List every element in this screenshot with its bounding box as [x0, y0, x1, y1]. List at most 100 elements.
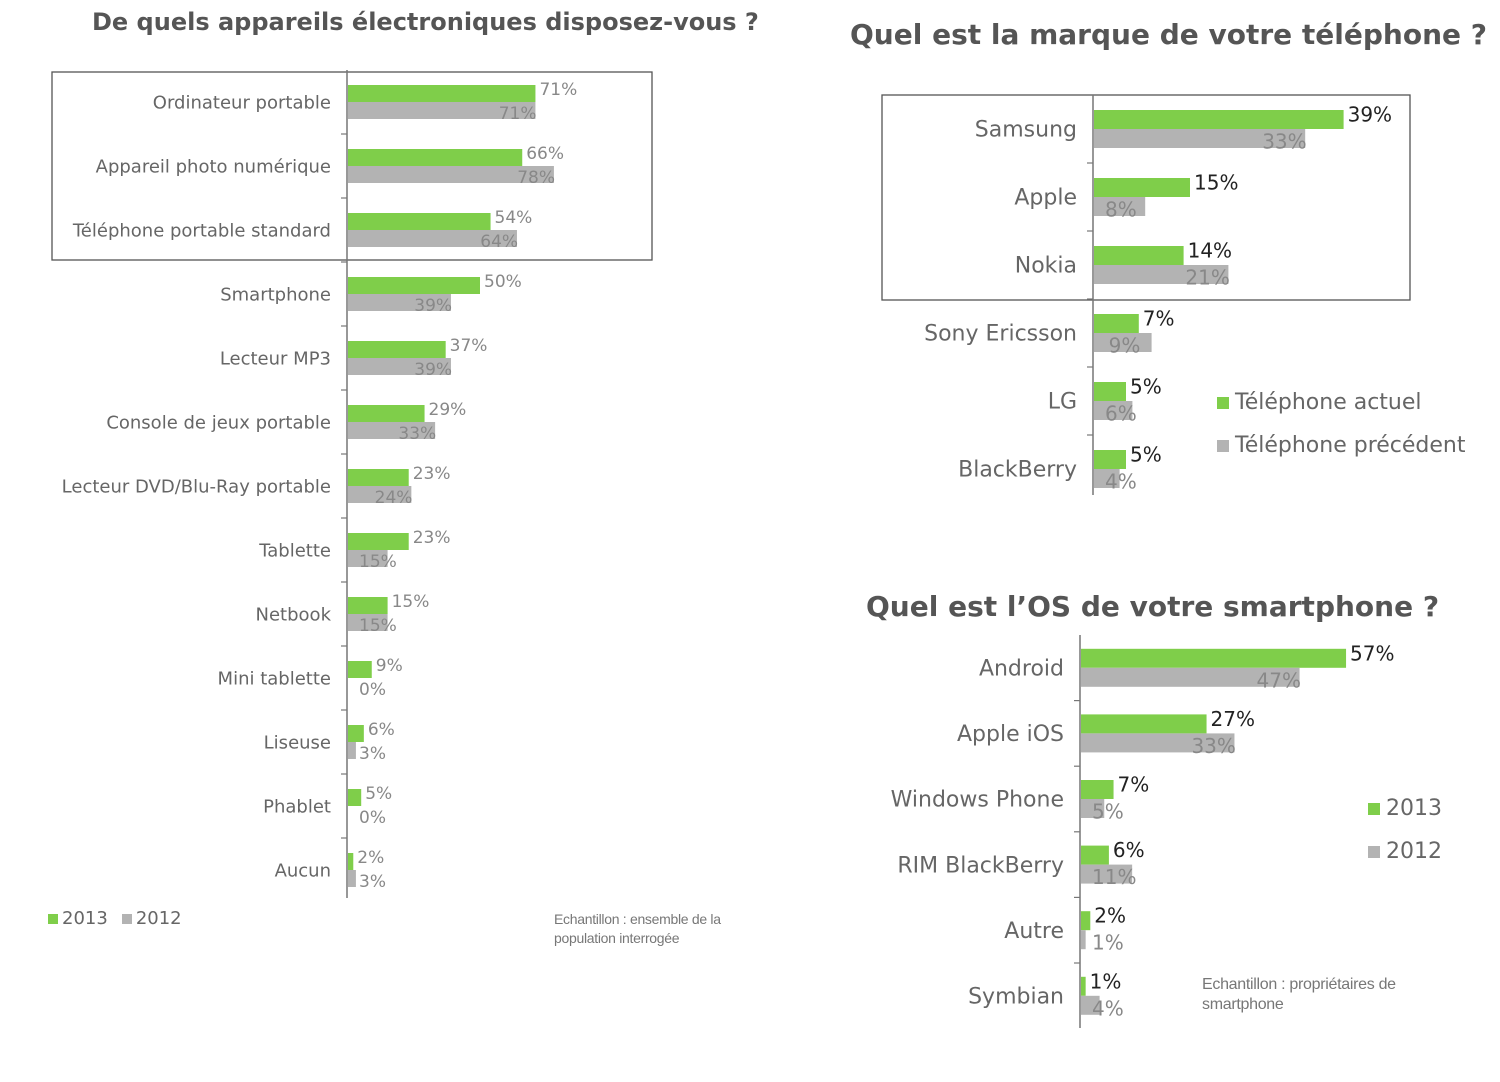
value-label-previous: 78% — [517, 168, 555, 188]
value-label-current: 1% — [1090, 969, 1122, 993]
value-label-previous: 5% — [1092, 800, 1124, 824]
bar-current — [1094, 450, 1126, 469]
value-label-previous: 15% — [359, 552, 397, 572]
legend-swatch-previous — [121, 913, 132, 924]
bar-previous — [1081, 995, 1100, 1015]
category-label: BlackBerry — [958, 458, 1077, 483]
devices-legend: 2013 2012 — [48, 908, 182, 929]
bar-previous — [348, 102, 536, 119]
legend-item-previous-phone: Téléphone précédent — [1217, 433, 1465, 458]
bar-previous — [1094, 197, 1146, 216]
category-label: Windows Phone — [891, 788, 1064, 813]
bar-current — [1094, 246, 1184, 265]
category-label: Smartphone — [220, 284, 331, 305]
category-label: Appareil photo numérique — [96, 156, 331, 177]
value-label-previous: 6% — [1105, 402, 1137, 426]
bar-previous — [348, 166, 554, 183]
bar-previous — [348, 870, 356, 887]
bar-current — [348, 213, 491, 230]
value-label-previous: 21% — [1185, 266, 1229, 290]
bar-current — [348, 405, 425, 422]
legend-item-current-phone: Téléphone actuel — [1217, 390, 1465, 415]
value-label-previous: 47% — [1257, 668, 1301, 692]
legend-item-2013: 2013 — [48, 908, 108, 929]
category-label: Autre — [1004, 919, 1064, 944]
bar-current — [348, 341, 446, 358]
category-label: Lecteur DVD/Blu-Ray portable — [62, 476, 331, 497]
value-label-current: 71% — [539, 80, 577, 100]
os-legend: 2013 2012 — [1368, 796, 1442, 864]
bar-previous — [348, 230, 517, 247]
legend-label: 2012 — [1386, 839, 1442, 864]
bar-previous — [348, 742, 356, 759]
bar-previous — [1081, 733, 1235, 753]
value-label-previous: 33% — [1191, 734, 1235, 758]
value-label-current: 27% — [1211, 707, 1255, 731]
bar-current — [348, 725, 364, 742]
bar-current — [348, 277, 480, 294]
bar-current — [1094, 382, 1126, 401]
value-label-current: 23% — [413, 528, 451, 548]
category-label: Symbian — [968, 985, 1064, 1010]
bar-previous — [1094, 129, 1306, 148]
value-label-current: 5% — [1130, 375, 1162, 399]
value-label-previous: 0% — [359, 808, 386, 828]
value-label-previous: 71% — [499, 104, 537, 124]
category-label: LG — [1048, 390, 1077, 415]
category-label: Apple iOS — [957, 722, 1064, 747]
bar-previous — [348, 422, 436, 439]
category-label: Console de jeux portable — [106, 412, 331, 433]
bar-previous — [348, 550, 388, 567]
category-label: Apple — [1014, 186, 1077, 211]
value-label-current: 2% — [357, 848, 384, 868]
brand-legend: Téléphone actuel Téléphone précédent — [1217, 390, 1465, 458]
category-label: RIM BlackBerry — [897, 853, 1064, 878]
legend-label: Téléphone actuel — [1235, 390, 1422, 415]
bar-current — [1094, 178, 1190, 197]
value-label-current: 50% — [484, 272, 522, 292]
value-label-previous: 8% — [1105, 198, 1137, 222]
value-label-current: 5% — [1130, 443, 1162, 467]
devices-sample-note: Echantillon : ensemble de la population … — [554, 911, 721, 946]
legend-item-2013: 2013 — [1368, 796, 1442, 821]
bar-previous — [1094, 265, 1229, 284]
value-label-previous: 15% — [359, 616, 397, 636]
value-label-current: 6% — [1113, 838, 1145, 862]
category-label: Netbook — [256, 604, 332, 625]
bar-current — [1081, 845, 1109, 865]
value-label-current: 23% — [413, 464, 451, 484]
legend-label: Téléphone précédent — [1235, 433, 1466, 458]
value-label-current: 39% — [1348, 103, 1392, 127]
value-label-previous: 3% — [359, 744, 386, 764]
legend-label: 2013 — [62, 908, 108, 929]
bar-previous — [1094, 401, 1133, 420]
category-label: Android — [979, 657, 1064, 682]
legend-label: 2013 — [1386, 796, 1442, 821]
value-label-current: 7% — [1118, 773, 1150, 797]
legend-item-2012: 2012 — [1368, 839, 1442, 864]
os-sample-note: Echantillon : propriétaires de smartphon… — [1202, 976, 1396, 1013]
legend-item-2012: 2012 — [121, 908, 182, 929]
value-label-current: 37% — [450, 336, 488, 356]
category-label: Phablet — [263, 796, 331, 817]
category-label: Liseuse — [264, 732, 331, 753]
legend-swatch-current — [1217, 396, 1229, 409]
value-label-previous: 64% — [480, 232, 518, 252]
bar-previous — [1094, 333, 1152, 352]
category-label: Nokia — [1015, 254, 1077, 279]
category-label: Ordinateur portable — [153, 92, 331, 113]
bar-previous — [348, 358, 451, 375]
value-label-current: 57% — [1350, 641, 1394, 665]
legend-swatch-current — [1368, 802, 1380, 815]
value-label-current: 7% — [1143, 307, 1175, 331]
category-label: Mini tablette — [218, 668, 331, 689]
value-label-current: 14% — [1188, 239, 1232, 263]
value-label-current: 66% — [526, 144, 564, 164]
bar-current — [1081, 780, 1114, 799]
bar-previous — [1094, 469, 1120, 488]
os-chart-title: Quel est l’OS de votre smartphone ? — [866, 590, 1440, 623]
bar-current — [348, 853, 354, 870]
bar-current — [1081, 911, 1091, 931]
